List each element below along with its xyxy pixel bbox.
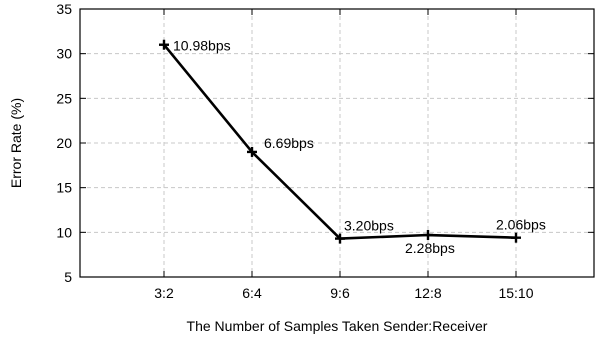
data-label: 2.06bps xyxy=(496,217,546,233)
y-tick-label: 10 xyxy=(56,224,72,240)
data-point-marker xyxy=(511,232,521,243)
x-tick-label: 12:8 xyxy=(414,285,441,301)
y-axis-ticks: 5 10 15 20 25 30 35 xyxy=(56,1,594,285)
x-tick-label: 9:6 xyxy=(330,285,350,301)
y-tick-label: 15 xyxy=(56,180,72,196)
y-tick-label: 5 xyxy=(64,269,72,285)
y-tick-label: 25 xyxy=(56,90,72,106)
y-tick-label: 35 xyxy=(56,1,72,17)
data-label: 2.28bps xyxy=(405,240,455,256)
gridlines xyxy=(80,9,594,277)
x-tick-label: 15:10 xyxy=(498,285,533,301)
x-axis-ticks: 3:2 6:4 9:6 12:8 15:10 xyxy=(154,9,534,301)
x-axis-label: The Number of Samples Taken Sender:Recei… xyxy=(187,318,488,334)
x-tick-label: 3:2 xyxy=(154,285,174,301)
plot-frame xyxy=(79,8,595,278)
y-axis-label: Error Rate (%) xyxy=(8,98,24,188)
data-labels: 10.98bps 6.69bps 3.20bps 2.28bps 2.06bps xyxy=(173,38,546,256)
data-point-marker xyxy=(247,146,257,157)
data-label: 6.69bps xyxy=(264,135,314,151)
y-tick-label: 20 xyxy=(56,135,72,151)
y-tick-label: 30 xyxy=(56,46,72,62)
data-series xyxy=(159,39,521,244)
data-point-marker xyxy=(335,233,345,244)
data-point-marker xyxy=(159,39,169,50)
data-label: 10.98bps xyxy=(173,38,231,54)
x-tick-label: 6:4 xyxy=(242,285,262,301)
data-label: 3.20bps xyxy=(344,218,394,234)
data-point-marker xyxy=(423,230,433,241)
